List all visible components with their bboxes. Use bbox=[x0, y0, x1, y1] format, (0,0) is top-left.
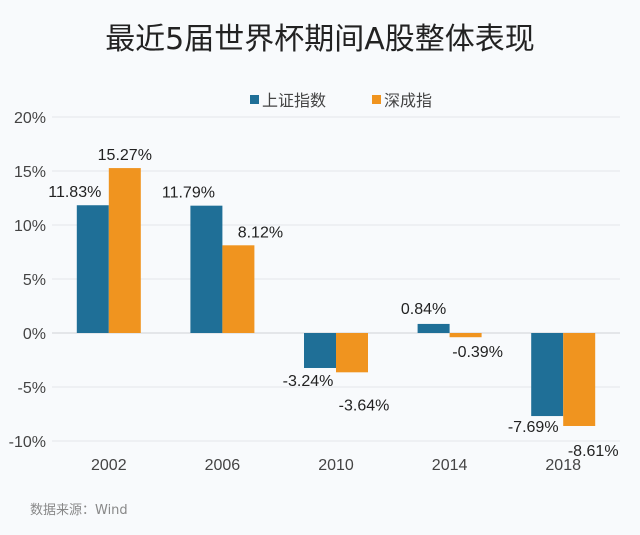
data-label: -3.24% bbox=[283, 373, 334, 390]
y-tick-label: 10% bbox=[14, 218, 46, 235]
bar bbox=[108, 168, 141, 333]
bar bbox=[76, 205, 109, 333]
y-tick-label: 0% bbox=[23, 326, 46, 343]
x-tick-label: 2010 bbox=[318, 457, 354, 474]
data-label: -0.39% bbox=[452, 344, 503, 361]
bar bbox=[190, 205, 223, 333]
data-label: -7.69% bbox=[508, 419, 559, 436]
data-label: -8.61% bbox=[568, 443, 619, 460]
data-label: 15.27% bbox=[98, 147, 152, 164]
x-tick-label: 2006 bbox=[205, 457, 241, 474]
bar bbox=[304, 333, 336, 368]
bar bbox=[449, 333, 482, 338]
y-tick-label: 20% bbox=[14, 110, 46, 127]
bar bbox=[336, 333, 368, 373]
legend-label: 上证指数 bbox=[262, 92, 326, 110]
data-label: -3.64% bbox=[339, 397, 390, 414]
bar bbox=[531, 333, 564, 417]
data-label: 11.79% bbox=[162, 185, 215, 202]
x-tick-label: 2002 bbox=[91, 457, 127, 474]
bar bbox=[417, 323, 450, 333]
legend-label: 深成指 bbox=[384, 92, 432, 110]
bar bbox=[222, 245, 255, 333]
data-label: 8.12% bbox=[238, 224, 283, 241]
x-tick-label: 2018 bbox=[545, 457, 581, 474]
data-label: 11.83% bbox=[48, 184, 101, 201]
y-tick-label: -5% bbox=[18, 380, 46, 397]
x-tick-label: 2014 bbox=[432, 457, 468, 474]
y-tick-label: 5% bbox=[23, 272, 46, 289]
legend-swatch bbox=[372, 95, 381, 104]
source-note: 数据来源：Wind bbox=[30, 503, 128, 518]
chart-title: 最近5届世界杯期间A股整体表现 bbox=[105, 22, 535, 57]
bar bbox=[563, 333, 596, 426]
y-tick-label: -10% bbox=[9, 434, 46, 451]
y-tick-label: 15% bbox=[14, 164, 46, 181]
data-label: 0.84% bbox=[401, 301, 446, 318]
legend-swatch bbox=[250, 95, 259, 104]
